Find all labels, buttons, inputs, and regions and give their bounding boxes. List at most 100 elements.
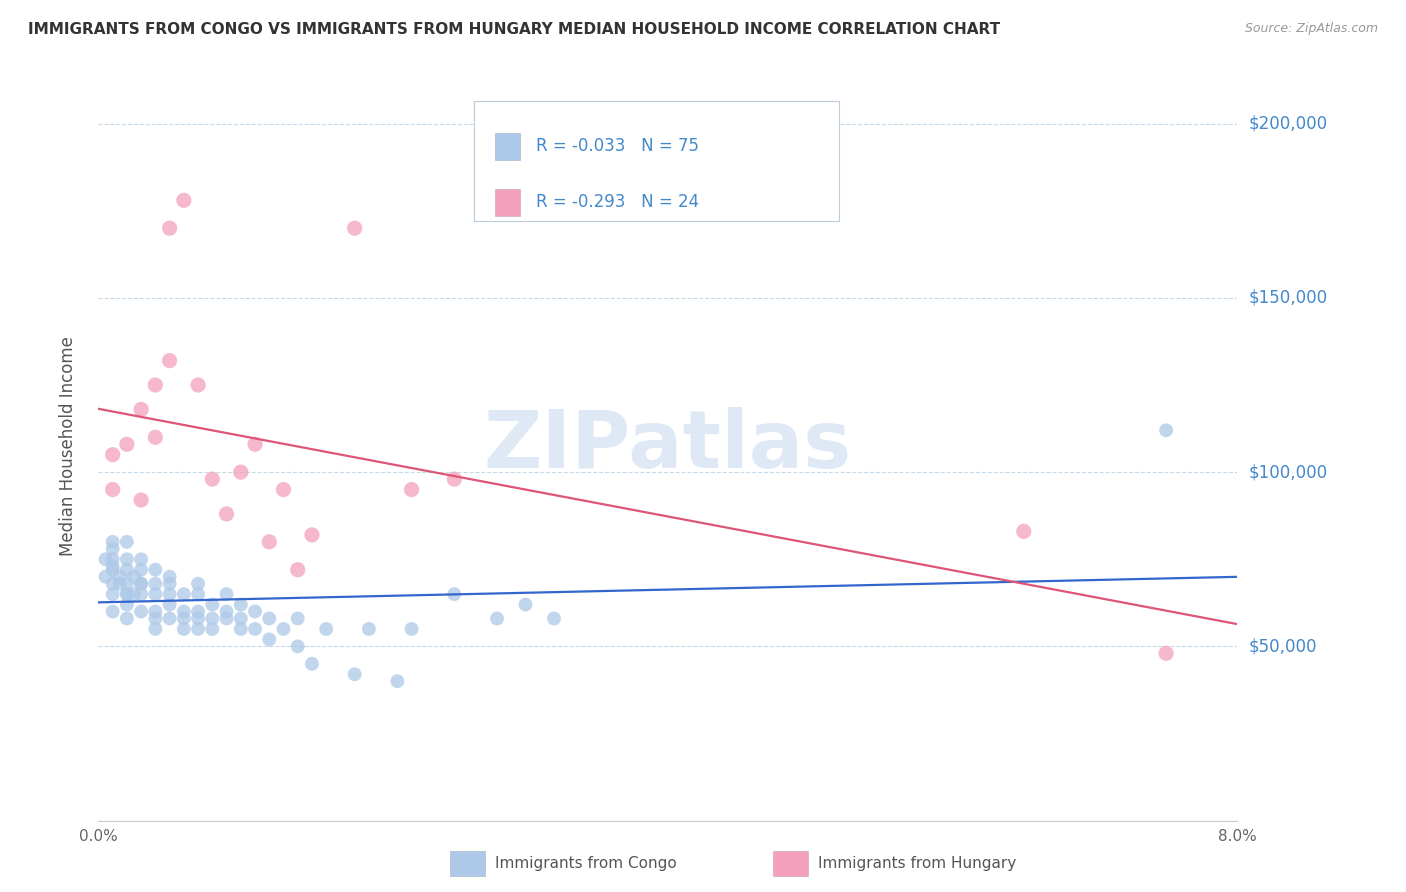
Text: R = -0.293   N = 24: R = -0.293 N = 24 <box>536 194 699 211</box>
Point <box>145 611 167 625</box>
Point <box>108 570 131 584</box>
Point <box>145 622 167 636</box>
Point <box>101 448 124 462</box>
Point <box>173 622 195 636</box>
Point <box>187 576 209 591</box>
Point <box>145 605 167 619</box>
Point <box>301 528 323 542</box>
Point <box>215 507 238 521</box>
Point <box>101 483 124 497</box>
Point <box>159 611 181 625</box>
Point <box>145 430 167 444</box>
Point <box>315 622 337 636</box>
Point <box>273 483 295 497</box>
Point <box>115 587 138 601</box>
Point <box>543 611 565 625</box>
Point <box>101 534 124 549</box>
Point <box>443 587 465 601</box>
Point <box>215 611 238 625</box>
Point <box>1154 423 1177 437</box>
Point <box>129 563 152 577</box>
Point <box>159 221 181 235</box>
Point <box>401 483 423 497</box>
Text: ZIPatlas: ZIPatlas <box>484 407 852 485</box>
Point <box>443 472 465 486</box>
Point <box>259 534 281 549</box>
Point <box>229 465 252 479</box>
Point <box>115 563 138 577</box>
Text: Source: ZipAtlas.com: Source: ZipAtlas.com <box>1244 22 1378 36</box>
Point <box>173 605 195 619</box>
Point <box>201 472 224 486</box>
Text: IMMIGRANTS FROM CONGO VS IMMIGRANTS FROM HUNGARY MEDIAN HOUSEHOLD INCOME CORRELA: IMMIGRANTS FROM CONGO VS IMMIGRANTS FROM… <box>28 22 1000 37</box>
Point <box>115 576 138 591</box>
Point <box>145 587 167 601</box>
Point <box>357 622 380 636</box>
Point <box>101 605 124 619</box>
Point <box>122 587 145 601</box>
Y-axis label: Median Household Income: Median Household Income <box>59 336 77 556</box>
Point <box>101 552 124 566</box>
Point <box>122 570 145 584</box>
Point <box>159 570 181 584</box>
FancyBboxPatch shape <box>474 102 839 221</box>
Point <box>387 674 409 689</box>
Text: $50,000: $50,000 <box>1249 638 1317 656</box>
FancyBboxPatch shape <box>495 133 520 160</box>
Point <box>145 563 167 577</box>
Point <box>129 402 152 417</box>
FancyBboxPatch shape <box>495 189 520 216</box>
Point <box>343 221 366 235</box>
Point <box>129 576 152 591</box>
Text: Immigrants from Hungary: Immigrants from Hungary <box>818 856 1017 871</box>
Point <box>201 611 224 625</box>
Point <box>243 622 266 636</box>
Point <box>115 587 138 601</box>
Point <box>343 667 366 681</box>
Point <box>101 587 124 601</box>
Point <box>115 437 138 451</box>
Point <box>159 353 181 368</box>
Point <box>301 657 323 671</box>
Point <box>201 622 224 636</box>
Point <box>101 541 124 556</box>
Point <box>259 611 281 625</box>
Point <box>243 605 266 619</box>
Point <box>115 598 138 612</box>
Point <box>94 552 117 566</box>
Point <box>187 378 209 392</box>
Point <box>187 605 209 619</box>
Point <box>173 194 195 208</box>
Point <box>129 576 152 591</box>
Point <box>129 493 152 508</box>
Point <box>229 598 252 612</box>
Point <box>215 587 238 601</box>
Point <box>145 576 167 591</box>
Point <box>173 587 195 601</box>
Point <box>273 622 295 636</box>
Point <box>173 611 195 625</box>
Point <box>401 622 423 636</box>
Text: $100,000: $100,000 <box>1249 463 1327 481</box>
Point <box>115 611 138 625</box>
Text: $200,000: $200,000 <box>1249 115 1327 133</box>
Text: $150,000: $150,000 <box>1249 289 1327 307</box>
Text: Immigrants from Congo: Immigrants from Congo <box>495 856 676 871</box>
Point <box>515 598 537 612</box>
Point <box>101 559 124 574</box>
Point <box>145 378 167 392</box>
Point <box>243 437 266 451</box>
Point <box>115 552 138 566</box>
Point <box>486 611 509 625</box>
Point <box>215 605 238 619</box>
Point <box>115 534 138 549</box>
Point <box>159 598 181 612</box>
Point <box>287 611 309 625</box>
Point <box>101 563 124 577</box>
Point <box>187 587 209 601</box>
Point <box>94 570 117 584</box>
Point <box>229 622 252 636</box>
Text: R = -0.033   N = 75: R = -0.033 N = 75 <box>536 137 699 155</box>
Point <box>1012 524 1035 539</box>
Point <box>287 563 309 577</box>
